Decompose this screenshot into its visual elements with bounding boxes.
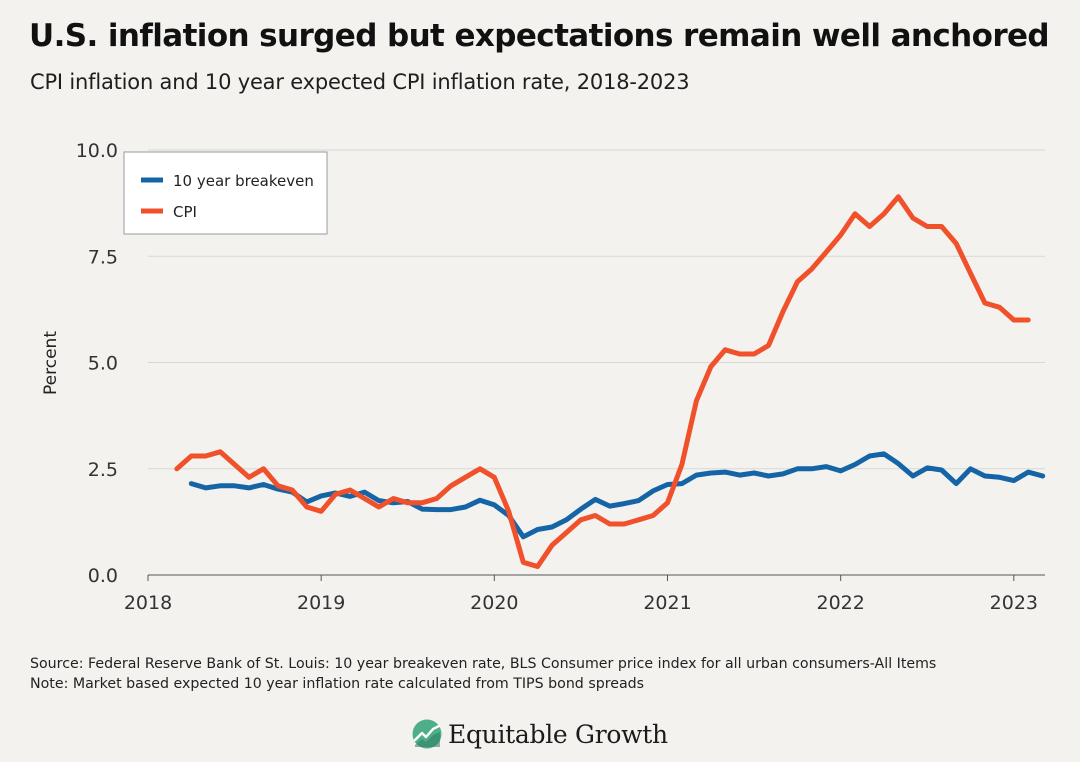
chart-title: U.S. inflation surged but expectations r…: [29, 18, 1050, 54]
chart-subtitle: CPI inflation and 10 year expected CPI i…: [30, 70, 690, 94]
y-tick-label: 2.5: [88, 459, 118, 481]
source-notes: Source: Federal Reserve Bank of St. Loui…: [30, 655, 936, 694]
brand-logo: Equitable Growth: [412, 714, 668, 754]
y-tick-label: 7.5: [88, 246, 118, 268]
y-tick-label: 0.0: [88, 565, 118, 587]
source-line: Source: Federal Reserve Bank of St. Loui…: [30, 656, 937, 672]
legend-label: 10 year breakeven: [173, 172, 314, 190]
note-line: Note: Market based expected 10 year infl…: [30, 675, 645, 692]
y-tick-label: 5.0: [88, 353, 118, 375]
x-tick-label: 2023: [990, 592, 1038, 614]
x-tick-label: 2021: [643, 592, 691, 614]
brand-name: Equitable Growth: [448, 719, 668, 749]
line-chart: 0.0 2.5 5.0 7.5 10.0 2018 2019 2020 2021 2022 2023…: [41, 140, 1046, 614]
legend-label: CPI: [173, 203, 197, 221]
y-axis-label: Percent: [41, 331, 61, 395]
series-line-cpi: [174, 194, 1031, 569]
x-tick-label: 2018: [124, 592, 172, 614]
equitable-growth-logo-icon: [412, 719, 442, 749]
x-tick-label: 2022: [816, 592, 864, 614]
x-tick-label: 2020: [470, 592, 518, 614]
x-tick-label: 2019: [297, 592, 345, 614]
legend-box: [123, 151, 328, 235]
y-tick-label: 10.0: [76, 140, 118, 162]
